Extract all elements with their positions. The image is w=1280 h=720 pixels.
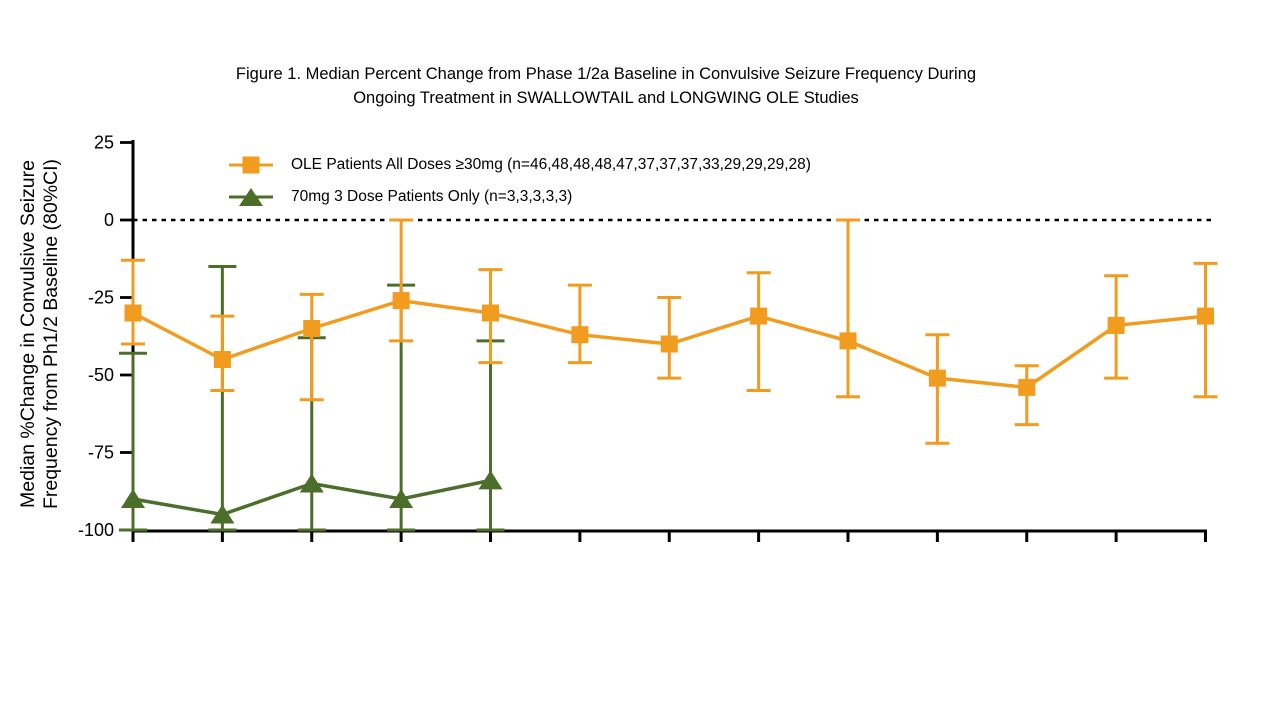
data-point-square-marker	[392, 292, 410, 310]
data-point-triangle-marker	[121, 489, 145, 508]
data-point-triangle-marker	[478, 470, 503, 490]
y-axis-label-line2: Frequency from Ph1/2 Baseline (80%CI)	[40, 158, 62, 510]
y-tick-label: 25	[94, 133, 114, 153]
legend-item-ole-all-doses: OLE Patients All Doses ≥30mg (n=46,48,48…	[226, 149, 811, 181]
legend-label: OLE Patients All Doses ≥30mg (n=46,48,48…	[291, 156, 811, 173]
data-point-square-marker	[571, 326, 589, 344]
chart-legend: OLE Patients All Doses ≥30mg (n=46,48,48…	[226, 149, 811, 213]
data-point-square-marker	[928, 369, 946, 387]
figure-title: Figure 1. Median Percent Change from Pha…	[0, 62, 1212, 110]
y-tick-label: -75	[88, 443, 114, 463]
data-point-triangle-marker	[210, 504, 235, 524]
data-point-square-marker	[482, 304, 499, 322]
data-point-triangle-marker	[299, 473, 324, 493]
data-point-square-marker	[839, 332, 857, 350]
data-point-triangle-marker	[389, 489, 414, 508]
square-marker-icon	[226, 153, 276, 177]
y-tick-label: -100	[78, 520, 114, 540]
legend-label: 70mg 3 Dose Patients Only (n=3,3,3,3,3)	[291, 188, 573, 205]
data-point-square-marker	[660, 335, 678, 353]
data-point-square-marker	[1018, 378, 1036, 396]
y-tick-label: 0	[104, 210, 114, 230]
y-tick-label: -50	[88, 365, 114, 385]
legend-item-70mg-3-dose: 70mg 3 Dose Patients Only (n=3,3,3,3,3)	[226, 181, 811, 213]
y-axis-label-line1: Median %Change in Convulsive Seizure	[17, 160, 39, 508]
data-point-square-marker	[1107, 316, 1125, 334]
figure-title-line1: Figure 1. Median Percent Change from Pha…	[235, 65, 977, 83]
figure-title-line2: Ongoing Treatment in SWALLOWTAIL and LON…	[353, 89, 859, 107]
data-point-square-marker	[303, 320, 321, 337]
data-point-square-marker	[124, 304, 142, 322]
y-axis-label: Median %Change in Convulsive Seizure Fre…	[17, 94, 63, 574]
data-point-square-marker	[213, 351, 231, 368]
data-point-square-marker	[750, 307, 768, 325]
y-tick-label: -25	[88, 288, 114, 308]
triangle-marker-icon	[226, 185, 276, 209]
data-point-square-marker	[1197, 307, 1214, 325]
